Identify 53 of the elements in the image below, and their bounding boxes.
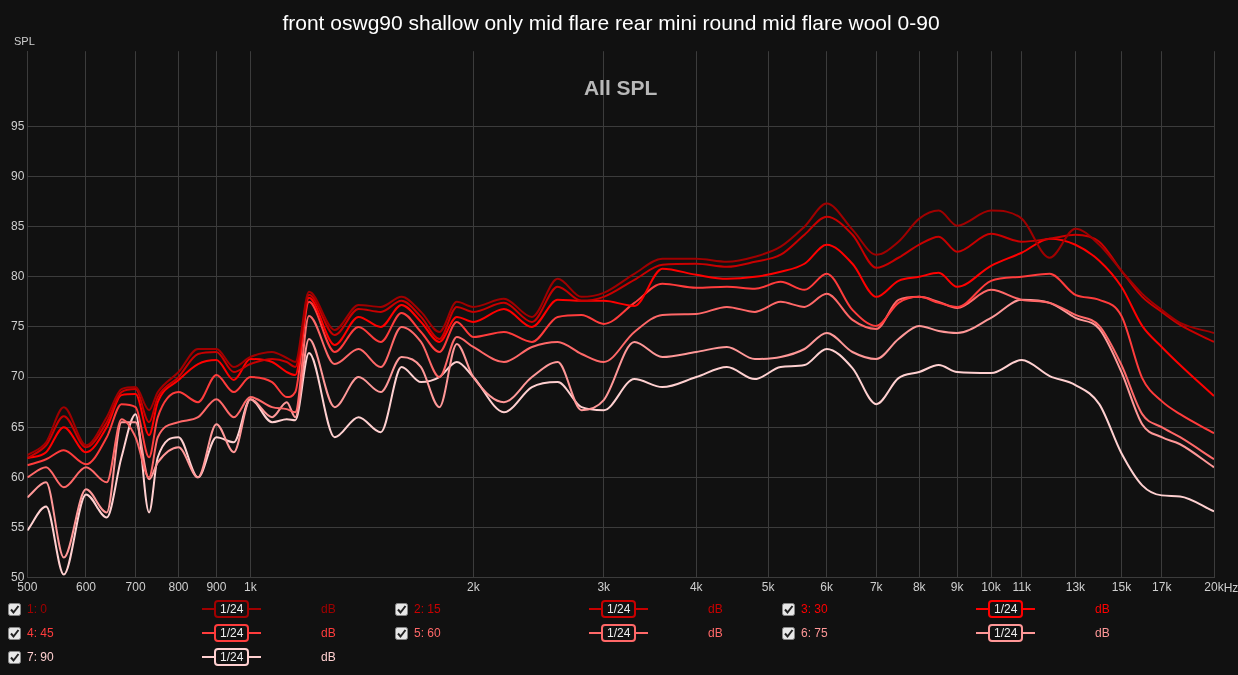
x-tick-label: 13k xyxy=(1065,580,1087,595)
x-tick-label: 6k xyxy=(820,580,835,595)
x-tick-label: 9k xyxy=(950,580,965,595)
x-tick-label: 10k xyxy=(981,580,1002,595)
x-tick-label: 4k xyxy=(689,580,704,595)
smoothing-control: 1/24 xyxy=(589,624,704,642)
x-tick-label: 700 xyxy=(125,580,146,595)
smoothing-control: 1/24 xyxy=(589,600,704,618)
x-tick-label: 2k xyxy=(466,580,481,595)
y-tick-label: 75 xyxy=(10,319,25,334)
text: dB xyxy=(321,602,336,616)
y-tick-label: 85 xyxy=(10,218,25,233)
smoothing-control: 1/24 xyxy=(202,648,317,666)
chart-title: front oswg90 shallow only mid flare rear mini round mid flare wool 0-90 xyxy=(282,11,940,35)
x-tick-label: 7k xyxy=(869,580,884,595)
text: 2: 15 xyxy=(414,602,442,616)
text: 4: 45 xyxy=(27,626,55,640)
x-tick-label: 800 xyxy=(168,580,189,595)
smoothing-control: 1/24 xyxy=(976,624,1091,642)
text: 6: 75 xyxy=(801,626,829,640)
text: dB xyxy=(321,650,336,664)
text: 1: 0 xyxy=(27,602,48,616)
x-tick-label: 1k xyxy=(243,580,258,595)
text: dB xyxy=(708,626,723,640)
x-tick-label: 17k xyxy=(1152,580,1173,595)
text: dB xyxy=(1095,626,1110,640)
text: dB xyxy=(1095,602,1110,616)
y-tick-label: 90 xyxy=(10,168,25,183)
smoothing-control: 1/24 xyxy=(976,600,1091,618)
y-tick-label: 95 xyxy=(10,118,25,133)
x-tick-label: 20k xyxy=(1204,580,1225,595)
y-tick-label: 65 xyxy=(10,419,25,434)
y-tick-label: 55 xyxy=(10,519,25,534)
x-tick-label: 600 xyxy=(75,580,97,595)
x-tick-label: 3k xyxy=(597,580,612,595)
text: 3: 30 xyxy=(801,602,829,616)
y-tick-label: 80 xyxy=(10,269,25,284)
y-tick-label: 60 xyxy=(10,469,25,484)
smoothing-control: 1/24 xyxy=(202,624,317,642)
x-tick-label: 15k xyxy=(1111,580,1133,595)
x-tick-label: 11k xyxy=(1012,580,1032,595)
text: 7: 90 xyxy=(27,650,55,664)
text: 5: 60 xyxy=(414,626,442,640)
smoothing-control: 1/24 xyxy=(202,600,317,618)
x-tick-label: 5k xyxy=(761,580,776,595)
text: dB xyxy=(708,602,723,616)
text: dB xyxy=(321,626,336,640)
x-tick-label: 900 xyxy=(206,580,227,595)
y-axis-title: SPL xyxy=(14,34,35,47)
annotation: All SPL xyxy=(583,76,658,100)
y-tick-label: 70 xyxy=(10,369,25,384)
x-tick-label: 8k xyxy=(912,580,927,595)
x-axis-title: Hz xyxy=(1223,580,1238,595)
